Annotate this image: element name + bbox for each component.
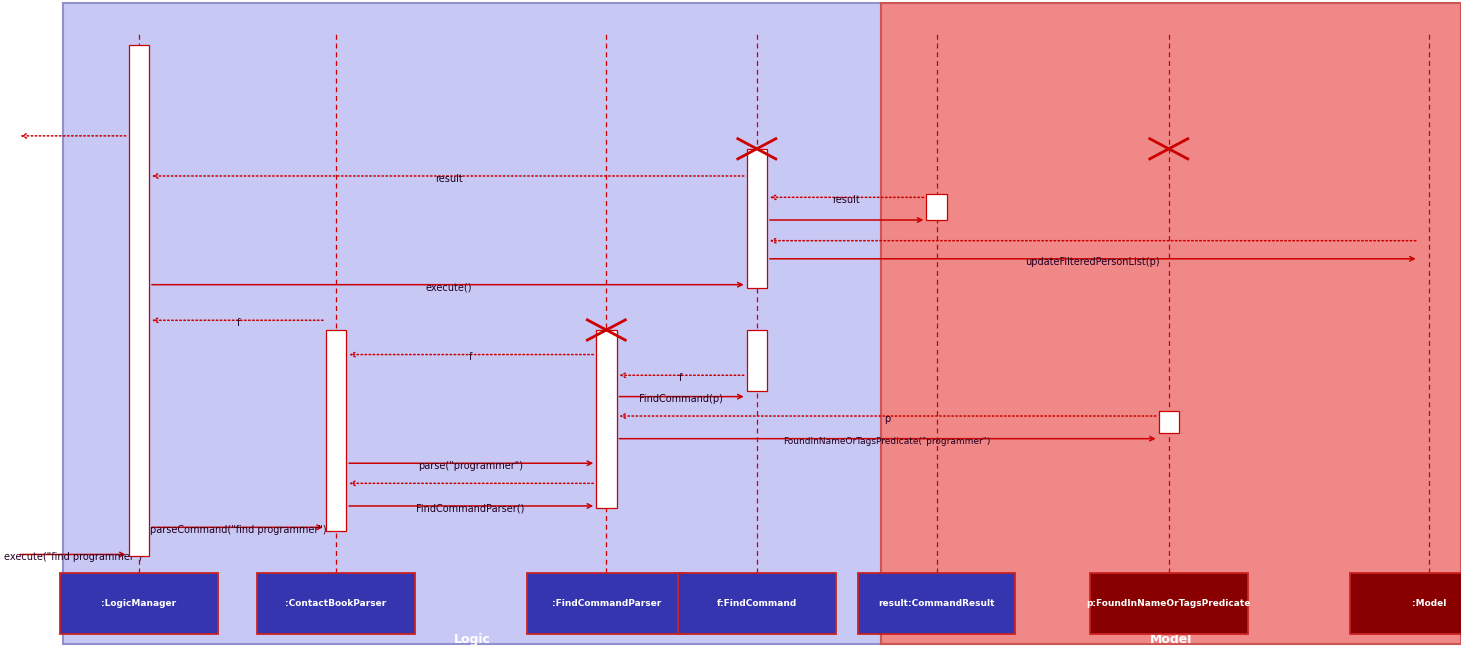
Text: :ContactBookParser: :ContactBookParser: [285, 599, 387, 608]
Text: :LogicManager: :LogicManager: [101, 599, 177, 608]
Text: result: result: [435, 174, 462, 184]
Text: parse("programmer"): parse("programmer"): [418, 461, 523, 471]
Bar: [1090, 573, 1248, 634]
Bar: [63, 3, 881, 644]
Text: Logic: Logic: [453, 633, 491, 646]
Text: p: p: [884, 414, 890, 424]
Bar: [747, 149, 767, 288]
Bar: [678, 573, 836, 634]
Text: FindCommand(p): FindCommand(p): [638, 395, 723, 404]
Text: execute("find programmer"): execute("find programmer"): [4, 553, 142, 562]
Text: updateFilteredPersonList(p): updateFilteredPersonList(p): [1026, 257, 1160, 267]
Text: Model: Model: [1150, 633, 1192, 646]
Bar: [1350, 573, 1461, 634]
Text: FoundInNameOrTagsPredicate("programmer"): FoundInNameOrTagsPredicate("programmer"): [783, 437, 991, 446]
Bar: [326, 330, 346, 531]
Text: f:FindCommand: f:FindCommand: [717, 599, 796, 608]
Bar: [596, 330, 617, 508]
Bar: [747, 330, 767, 391]
Text: :FindCommandParser: :FindCommandParser: [552, 599, 660, 608]
Text: result:CommandResult: result:CommandResult: [878, 599, 995, 608]
Text: f: f: [679, 373, 682, 383]
Text: f: f: [469, 353, 472, 362]
Text: p:FoundInNameOrTagsPredicate: p:FoundInNameOrTagsPredicate: [1087, 599, 1251, 608]
Text: execute(): execute(): [425, 283, 472, 292]
Text: parseCommand("find programmer"): parseCommand("find programmer"): [150, 525, 326, 535]
Text: result: result: [833, 195, 859, 205]
Bar: [926, 194, 947, 220]
Text: :Model: :Model: [1411, 599, 1446, 608]
Bar: [858, 573, 1015, 634]
Bar: [257, 573, 415, 634]
Bar: [1159, 411, 1179, 433]
Bar: [60, 573, 218, 634]
Bar: [527, 573, 685, 634]
Bar: [129, 45, 149, 556]
Text: f: f: [237, 318, 240, 328]
Bar: [881, 3, 1461, 644]
Text: FindCommandParser(): FindCommandParser(): [416, 504, 524, 514]
